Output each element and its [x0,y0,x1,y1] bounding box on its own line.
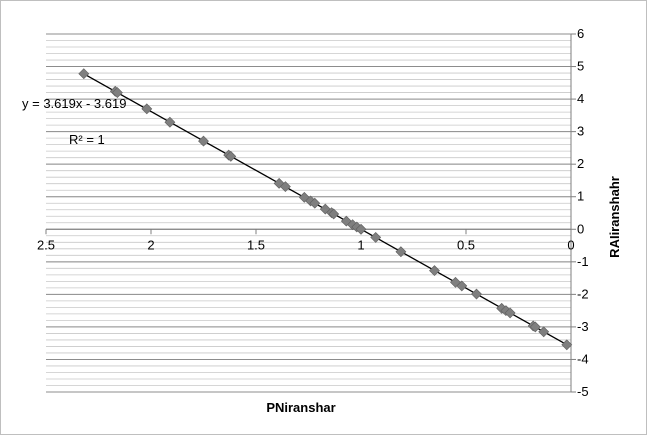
data-points [78,68,573,351]
data-point [225,150,237,162]
data-point [561,339,573,351]
y-tick-label: -4 [577,351,589,366]
y-tick-label: -2 [577,286,589,301]
x-tick-label: 2 [147,237,154,252]
data-point [471,288,482,300]
y-tick-label: 5 [577,59,584,74]
y-tick-label: 2 [577,156,584,171]
y-tick-label: 6 [577,26,584,41]
data-point [78,68,90,80]
y-tick-label: 1 [577,189,584,204]
x-tick-labels: 2.5 2 1.5 1 0.5 0 [37,237,575,252]
data-point [538,326,550,338]
x-tick-label: 0.5 [457,237,475,252]
data-point [429,265,440,277]
y-tick-label: -3 [577,319,589,334]
y-tick-label: -5 [577,384,589,399]
data-point [309,197,321,209]
y-axis-title: RAIiranshahr [607,176,622,258]
data-point [504,307,516,319]
grid-lines [46,33,571,393]
y-tick-label: -1 [577,254,589,269]
data-point [529,321,541,333]
y-tick-label: 0 [577,221,584,236]
data-point [279,181,291,193]
data-point [198,135,209,147]
data-point [164,116,176,128]
x-tick-label: 0 [567,237,574,252]
trendline-equation: y = 3.619x - 3.619 [22,96,126,111]
y-tick-label: 4 [577,91,584,106]
data-point [395,246,407,258]
data-point [141,103,153,115]
x-tick-label: 1 [357,237,364,252]
data-point [456,280,468,292]
x-axis-title: PNiranshar [266,400,335,415]
x-tick-label: 2.5 [37,237,55,252]
x-tick-label: 1.5 [247,237,265,252]
trendline-r-squared: R² = 1 [69,132,105,147]
data-point [328,208,340,220]
y-tick-labels: -5 -4 -3 -2 -1 0 1 2 3 4 5 6 [577,26,589,399]
data-point [111,87,123,99]
data-point [370,231,382,243]
data-point [355,223,367,235]
y-tick-label: 3 [577,124,584,139]
axes [45,33,576,393]
